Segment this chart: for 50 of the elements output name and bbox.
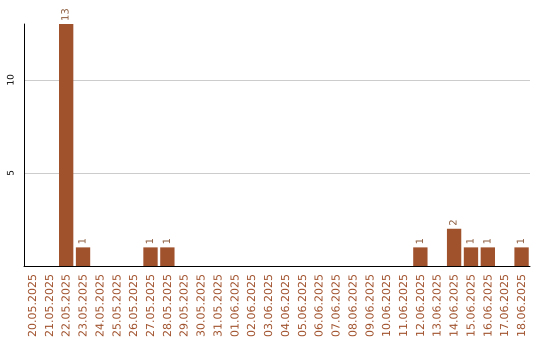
x-tick-label: 04.06.2025 — [278, 274, 292, 338]
bar — [413, 247, 428, 266]
x-tick-label: 23.05.2025 — [76, 274, 90, 338]
x-tick-label: 05.06.2025 — [296, 274, 309, 338]
x-tick-label: 11.06.2025 — [397, 274, 410, 338]
x-tick-label: 27.05.2025 — [144, 274, 157, 338]
x-tick-label: 16.06.2025 — [481, 274, 494, 338]
bar — [160, 247, 175, 266]
x-tick-label: 24.05.2025 — [93, 274, 106, 338]
bar — [59, 24, 74, 266]
x-tick-label: 18.06.2025 — [515, 274, 528, 338]
bar — [143, 247, 158, 266]
data-label: 1 — [414, 238, 426, 244]
bar — [76, 247, 90, 266]
data-label: 2 — [448, 219, 460, 226]
x-tick-label: 21.05.2025 — [42, 274, 56, 338]
data-label: 1 — [516, 238, 528, 244]
x-tick-label: 26.05.2025 — [127, 274, 140, 338]
data-label: 1 — [482, 238, 494, 244]
bar — [480, 247, 495, 266]
x-tick-label: 03.06.2025 — [262, 274, 276, 338]
data-label: 1 — [162, 238, 173, 244]
data-label: 1 — [145, 238, 156, 244]
x-tick-label: 28.05.2025 — [160, 274, 174, 338]
bar — [514, 247, 529, 266]
bar — [446, 228, 462, 266]
bar — [464, 247, 478, 266]
x-tick-label: 10.06.2025 — [380, 274, 394, 338]
x-tick-label: 12.06.2025 — [414, 274, 427, 338]
x-tick-label: 15.06.2025 — [464, 274, 478, 338]
data-label: 1 — [78, 238, 89, 244]
data-label: 1 — [465, 238, 476, 244]
y-tick-label: 10 — [6, 74, 16, 86]
x-tick-label: 17.06.2025 — [498, 274, 512, 338]
x-tick-label: 25.05.2025 — [110, 274, 124, 338]
x-tick-label: 13.06.2025 — [430, 274, 444, 338]
x-tick-label: 07.06.2025 — [330, 274, 343, 338]
x-tick-label: 08.06.2025 — [346, 274, 360, 338]
x-tick-label: 29.05.2025 — [178, 274, 191, 338]
data-label: 13 — [60, 8, 72, 21]
x-tick-label: 31.05.2025 — [211, 274, 224, 338]
x-tick-label: 02.06.2025 — [245, 274, 258, 338]
x-tick-label: 01.06.2025 — [228, 274, 242, 338]
x-tick-label: 30.05.2025 — [194, 274, 208, 338]
x-tick-label: 14.06.2025 — [448, 274, 461, 338]
x-tick-label: 06.06.2025 — [312, 274, 326, 338]
y-tick-label: 5 — [6, 170, 16, 176]
x-tick-label: 22.05.2025 — [60, 274, 73, 338]
x-tick-label: 20.05.2025 — [26, 274, 39, 338]
x-tick-label: 09.06.2025 — [363, 274, 376, 338]
